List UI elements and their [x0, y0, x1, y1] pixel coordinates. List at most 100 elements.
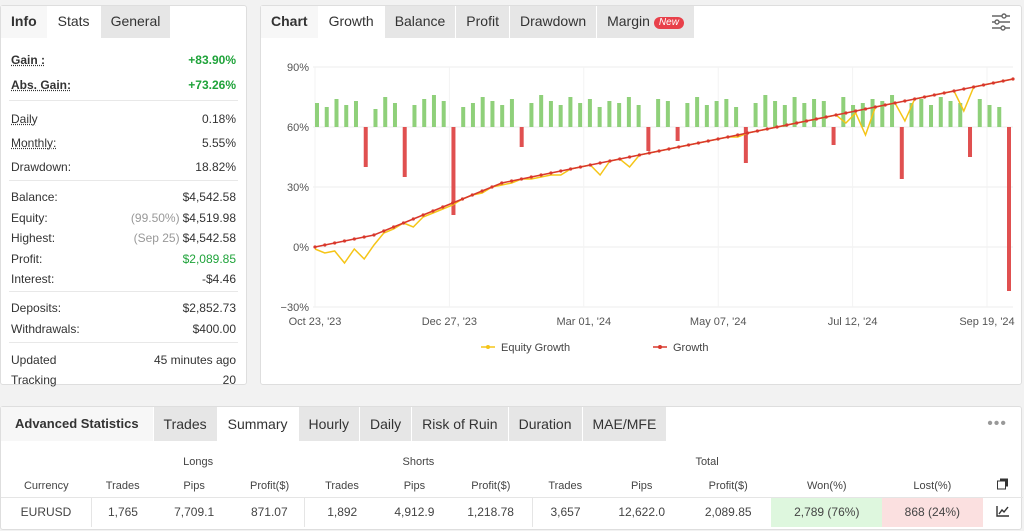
stat-value-wrap: +83.90% — [188, 51, 236, 69]
stat-label[interactable]: Abs. Gain: — [11, 78, 72, 92]
bar-mark — [665, 101, 670, 127]
x-tick-label: Dec 27, '23 — [422, 316, 477, 328]
bar-mark — [997, 107, 1002, 127]
growth-line-point — [1001, 79, 1005, 83]
stat-value-wrap: 18.82% — [195, 158, 236, 176]
growth-line-point — [686, 143, 691, 147]
tab-general[interactable]: General — [100, 6, 172, 38]
cell-long-trades: 1,765 — [91, 496, 154, 527]
legend-equity-dot — [486, 345, 490, 349]
stats-divider — [9, 342, 238, 343]
growth-line-point — [470, 193, 474, 197]
col-long-profit: Profit($) — [250, 479, 290, 492]
stat-label: Withdrawals: — [11, 322, 80, 336]
stat-label[interactable]: Daily — [11, 112, 38, 126]
tab-drawdown[interactable]: Drawdown — [509, 6, 598, 38]
stat-value: $4,542.58 — [182, 231, 236, 245]
stat-value-wrap: $2,089.85 — [183, 250, 236, 268]
stat-row: Deposits: $2,852.73 — [11, 299, 236, 317]
tab-summary[interactable]: Summary — [217, 407, 299, 441]
growth-line-point — [362, 235, 366, 239]
stat-value-wrap: (Sep 25) $4,542.58 — [134, 229, 236, 247]
bar-mark — [948, 101, 953, 127]
cell-icon[interactable] — [982, 496, 1023, 527]
stat-value: 18.82% — [195, 160, 236, 174]
growth-line-point — [726, 135, 730, 139]
stat-label[interactable]: Gain : — [11, 53, 46, 67]
bar-mark — [412, 105, 417, 127]
tab-daily[interactable]: Daily — [359, 407, 413, 441]
group-spacer — [1, 449, 92, 475]
tab-risk-of-ruin[interactable]: Risk of Ruin — [412, 407, 509, 441]
stat-value-wrap: $2,852.73 — [183, 299, 236, 317]
advanced-tabs: Advanced Statistics Trades Summary Hourl… — [1, 407, 1021, 441]
x-tick-label: Mar 01, '24 — [556, 316, 611, 328]
stat-value: -$4.46 — [201, 272, 236, 286]
group-header-row: Longs Shorts Total — [1, 449, 1023, 475]
cell-long-profit: 871.07 — [234, 496, 305, 527]
tab-stats[interactable]: Stats — [47, 6, 101, 38]
growth-line-point — [913, 97, 917, 101]
bar-mark — [500, 105, 505, 127]
stats-divider — [9, 291, 238, 292]
bar-mark — [958, 103, 963, 127]
growth-line-point — [460, 197, 465, 201]
growth-line-point — [539, 173, 543, 177]
x-tick-label: Oct 23, '23 — [289, 316, 342, 328]
stat-row: Monthly: 5.55% — [11, 134, 236, 152]
growth-line-point — [677, 145, 681, 149]
col-short-pips: Pips — [403, 479, 426, 492]
bar-mark — [402, 127, 407, 177]
growth-line-point — [598, 161, 602, 165]
tab-info[interactable]: Info — [1, 6, 48, 38]
bar-mark — [539, 95, 544, 127]
stat-row: Balance: $4,542.58 — [11, 188, 236, 206]
more-icon[interactable]: ••• — [987, 415, 1007, 432]
stat-value: 45 minutes ago — [153, 353, 236, 367]
growth-line-point — [893, 101, 897, 105]
col-long-pips: Pips — [183, 479, 205, 492]
growth-line-point — [736, 133, 740, 137]
group-shorts: Shorts — [402, 456, 435, 468]
growth-line-point — [657, 149, 661, 153]
stat-label: Profit: — [11, 252, 43, 266]
growth-line-point — [981, 83, 986, 87]
y-tick-label: 30% — [287, 182, 309, 194]
stat-value-wrap: (99.50%) $4,519.98 — [131, 209, 236, 227]
growth-line-point — [932, 93, 936, 97]
bar-mark — [470, 103, 475, 127]
stat-value-wrap: 45 minutes ago — [154, 351, 236, 369]
growth-line-point — [549, 171, 553, 175]
bar-mark — [743, 127, 748, 163]
col-lost: Lost(%) — [913, 479, 952, 492]
sliders-icon[interactable] — [991, 13, 1011, 34]
tab-margin[interactable]: Margin New — [597, 6, 695, 38]
tab-mae-mfe[interactable]: MAE/MFE — [582, 407, 668, 441]
equity-growth-line — [314, 78, 1014, 265]
copy-icon[interactable] — [983, 475, 1023, 497]
col-total-trades: Trades — [548, 479, 583, 492]
col-currency: Currency — [23, 479, 69, 492]
stat-value: $400.00 — [192, 322, 236, 336]
cell-total-trades: 3,657 — [531, 496, 599, 527]
growth-line-point — [824, 115, 828, 119]
cell-long-pips: 7,709.1 — [153, 496, 235, 527]
bar-mark — [568, 97, 573, 127]
tab-duration[interactable]: Duration — [508, 407, 583, 441]
stat-label[interactable]: Monthly: — [11, 136, 57, 150]
growth-line-point — [883, 103, 887, 107]
stat-value-wrap: $400.00 — [193, 320, 236, 338]
tab-balance[interactable]: Balance — [384, 6, 457, 38]
col-short-trades: Trades — [325, 479, 359, 492]
tab-profit[interactable]: Profit — [456, 6, 510, 38]
tab-trades[interactable]: Trades — [153, 407, 218, 441]
tab-hourly[interactable]: Hourly — [298, 407, 360, 441]
stats-tabs: Info Stats General — [1, 6, 246, 38]
growth-line-point — [441, 205, 445, 209]
tab-growth[interactable]: Growth — [318, 6, 385, 38]
stat-value-wrap: $4,542.58 — [183, 188, 236, 206]
tab-chart[interactable]: Chart — [261, 6, 319, 38]
growth-line-point — [844, 111, 848, 115]
group-spacer — [983, 449, 1023, 475]
growth-line-point — [696, 141, 701, 145]
